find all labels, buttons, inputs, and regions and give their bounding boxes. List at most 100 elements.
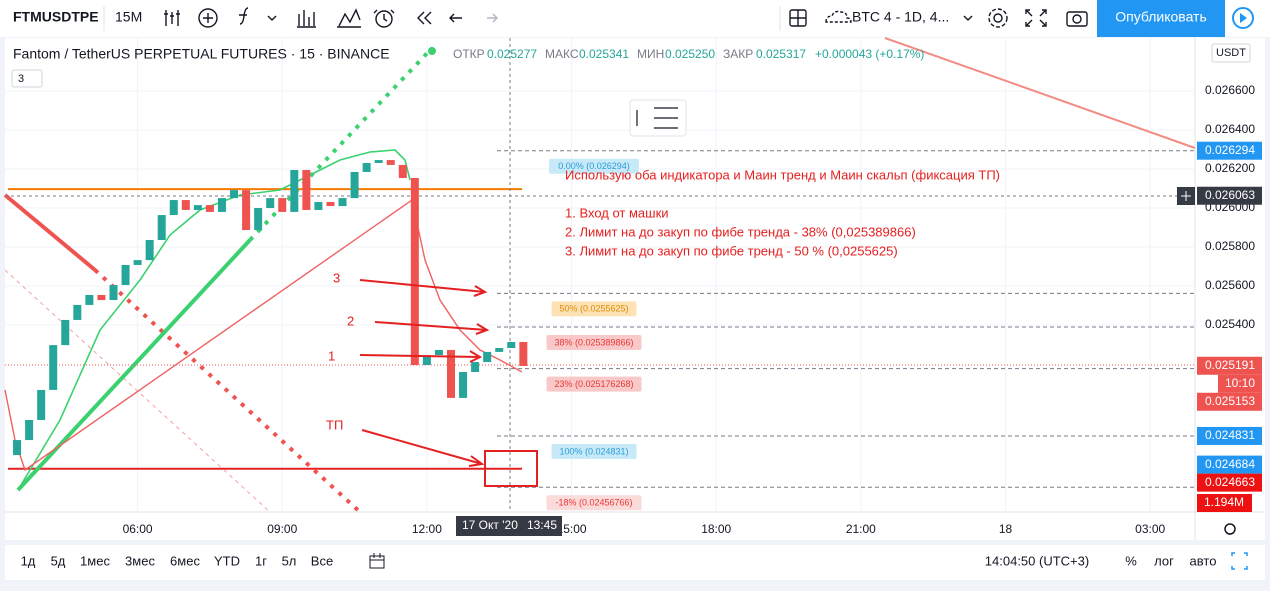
currency[interactable]: USDT — [1216, 47, 1246, 59]
price-label-box — [1197, 455, 1262, 474]
x-tick-label: 06:00 — [123, 522, 153, 536]
fib-label-box[interactable] — [549, 158, 639, 174]
range-button[interactable]: YTD — [214, 553, 240, 568]
play-button[interactable] — [1232, 7, 1254, 29]
candle — [13, 440, 22, 456]
fib-label: 23% (0.025176268) — [554, 379, 633, 389]
candle — [25, 419, 34, 441]
publish-button[interactable] — [1097, 0, 1225, 37]
trend-line — [884, 37, 1196, 149]
candle — [471, 362, 480, 373]
countdown: 10:10 — [1225, 376, 1255, 390]
settings-icon[interactable] — [1224, 523, 1236, 535]
range-buttons: 1д 5д 1мес 3мес 6мес YTD 1г 5л Все — [21, 553, 334, 568]
drawing-toolbar-icon — [636, 107, 678, 129]
percent-toggle[interactable]: % — [1125, 553, 1137, 568]
note-line: 2. Лимит на до закуп по фибе тренда - 38… — [565, 224, 916, 239]
clock: 14:04:50 (UTC+3) — [985, 553, 1089, 568]
range-button[interactable]: 1г — [255, 553, 267, 568]
grid — [5, 38, 1195, 512]
price-label-box — [1197, 473, 1262, 492]
trend-handle[interactable] — [428, 47, 436, 55]
price-label-box — [1197, 356, 1262, 375]
legend-open: 0.025277 — [487, 47, 537, 61]
symbol[interactable]: FTMUSDTPE — [13, 9, 99, 25]
candle — [507, 341, 516, 349]
date-range-icon[interactable] — [369, 553, 385, 569]
candle — [85, 294, 94, 305]
candle — [242, 190, 251, 231]
fib-label-box[interactable] — [551, 301, 637, 317]
arrow-label: 1 — [328, 348, 335, 363]
candle — [350, 171, 359, 199]
price-label-box — [1197, 426, 1262, 445]
crosshair-plus-icon — [1181, 191, 1191, 201]
candle — [422, 355, 431, 365]
candle — [169, 200, 178, 216]
fib-label-box[interactable] — [546, 376, 642, 392]
y-tick-label: 0.026400 — [1205, 122, 1255, 136]
candle — [205, 205, 214, 212]
volume-label: 1.194M — [1204, 495, 1244, 509]
price-label-box — [1197, 186, 1262, 205]
fib-label: 100% (0.024831) — [559, 446, 628, 456]
legend-high-label: МАКС — [545, 47, 579, 61]
y-tick-label: 0.026200 — [1205, 161, 1255, 175]
range-button[interactable]: 1д — [21, 553, 36, 568]
candle — [447, 349, 456, 398]
note-line: Использую оба индикатора и Маин тренд и … — [565, 167, 1000, 182]
log-toggle[interactable]: лог — [1154, 553, 1174, 568]
range-button[interactable]: Все — [311, 553, 333, 568]
range-button[interactable]: 6мес — [170, 553, 200, 568]
fullscreen-icon[interactable] — [1231, 552, 1248, 570]
candle — [133, 260, 142, 265]
candle — [266, 198, 275, 209]
moving-average — [17, 149, 411, 491]
candle — [326, 201, 335, 207]
fib-label: 0.00% (0.026294) — [558, 161, 630, 171]
candles: 0.00% (0.026294) 50% (0.0255625) 38% (0.02… — [13, 158, 642, 511]
candle — [61, 319, 70, 346]
note-line: 3. Лимит на до закуп по фибе тренд - 50 … — [565, 243, 898, 258]
auto-toggle[interactable]: авто — [1190, 553, 1217, 568]
toolbar-icons[interactable] — [164, 7, 1088, 28]
interval[interactable]: 15M — [115, 9, 142, 25]
publish-label[interactable]: Опубликовать — [1115, 9, 1207, 25]
range-button[interactable]: 5л — [282, 553, 297, 568]
candle — [290, 170, 299, 212]
fib-label: 50% (0.0255625) — [559, 304, 628, 314]
range-button[interactable]: 1мес — [80, 553, 110, 568]
currency-box[interactable] — [1211, 43, 1251, 63]
candle — [495, 348, 504, 352]
crosshair-clock: 13:45 — [527, 518, 557, 532]
legend-high: 0.025341 — [579, 47, 629, 61]
candle — [302, 170, 311, 210]
x-tick-label: 18:00 — [701, 522, 731, 536]
play-area[interactable] — [1225, 0, 1270, 37]
legend-low-label: МИН — [637, 47, 664, 61]
candle — [519, 341, 528, 366]
fib-label-box[interactable] — [551, 443, 637, 459]
toolbar — [0, 0, 1270, 37]
x-tick-label: 15:00 — [557, 522, 587, 536]
note-line: 1. Вход от машки — [565, 205, 669, 220]
fib-label-box[interactable] — [546, 334, 642, 350]
y-tick-label: 0.025800 — [1205, 239, 1255, 253]
range-button[interactable]: 3мес — [125, 553, 155, 568]
fib-label-box[interactable] — [546, 495, 642, 511]
indicators-count[interactable]: 3 — [18, 73, 24, 85]
trend-line — [3, 193, 97, 272]
indicators-toggle[interactable] — [11, 69, 43, 88]
range-button[interactable]: 5д — [51, 553, 66, 568]
candle — [338, 198, 347, 207]
compare-symbol[interactable]: BTC 4 - 1D, 4... — [852, 9, 949, 25]
legend-close: 0.025317 — [756, 47, 806, 61]
x-tick-label: 18 — [999, 522, 1013, 536]
candle — [374, 160, 383, 163]
candle — [73, 304, 82, 320]
arrow-label: ТП — [326, 417, 343, 432]
candle — [254, 208, 263, 231]
candle — [230, 190, 239, 199]
